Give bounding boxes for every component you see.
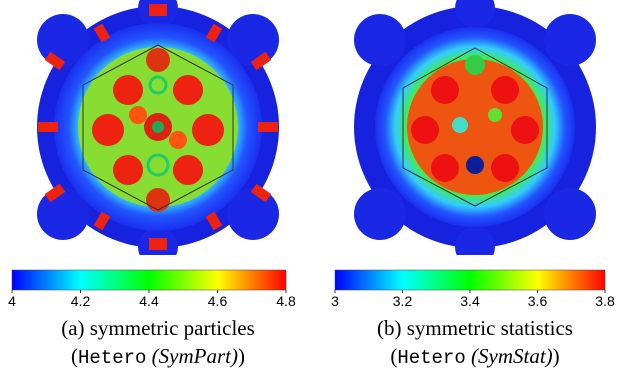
red-spikes [38, 4, 278, 250]
colorbar-tick-label: 3.8 [595, 293, 615, 308]
colorbar-a: 4 4.2 4.4 4.6 4.8 [8, 268, 308, 309]
caption-method-name-a: (SymPart) [151, 344, 238, 368]
caption-code-b: Hetero [397, 347, 466, 369]
virus-density-map-symmetric-statistics [354, 0, 596, 255]
caption-code-a: Hetero [78, 347, 147, 369]
inner-core [78, 44, 238, 212]
panel-a: 4 4.2 4.4 4.6 4.8 (a) symmetric particles (H… [8, 0, 308, 379]
colorbar-ticks-b: 3 3.2 3.4 3.6 3.8 [331, 290, 615, 309]
colorbar-tick-label: 4.2 [71, 293, 91, 308]
colorbar-tick-label: 4 [8, 293, 16, 308]
colorbar-ticks-a: 4 4.2 4.4 4.6 4.8 [8, 290, 296, 309]
caption-title-b: (b) symmetric statistics [377, 316, 573, 340]
caption-method-name-b: (SymStat) [471, 344, 553, 368]
inner-core [402, 47, 548, 207]
colorbar-tick-label: 3.4 [460, 293, 480, 308]
caption-title-a: (a) symmetric particles [61, 316, 255, 340]
colorbar-b: 3 3.2 3.4 3.6 3.8 [325, 268, 625, 309]
colorbar-tick-label: 3.6 [528, 293, 548, 308]
colorbar-tick-label: 3 [331, 293, 339, 308]
colorbar-tick-label: 4.6 [208, 293, 228, 308]
colorbar-tick-label: 3.2 [393, 293, 413, 308]
caption-method-b: (Hetero (SymStat)) [390, 344, 560, 369]
virus-density-map-symmetric-particles [37, 0, 279, 255]
colorbar-tick-label: 4.4 [139, 293, 159, 308]
panel-b: 3 3.2 3.4 3.6 3.8 (b) symmetric statistics (… [325, 0, 625, 379]
colorbar-gradient-a [11, 269, 287, 291]
caption-method-a: (Hetero (SymPart)) [71, 344, 245, 369]
colorbar-tick-label: 4.8 [276, 293, 296, 308]
colorbar-gradient-b [334, 269, 606, 291]
